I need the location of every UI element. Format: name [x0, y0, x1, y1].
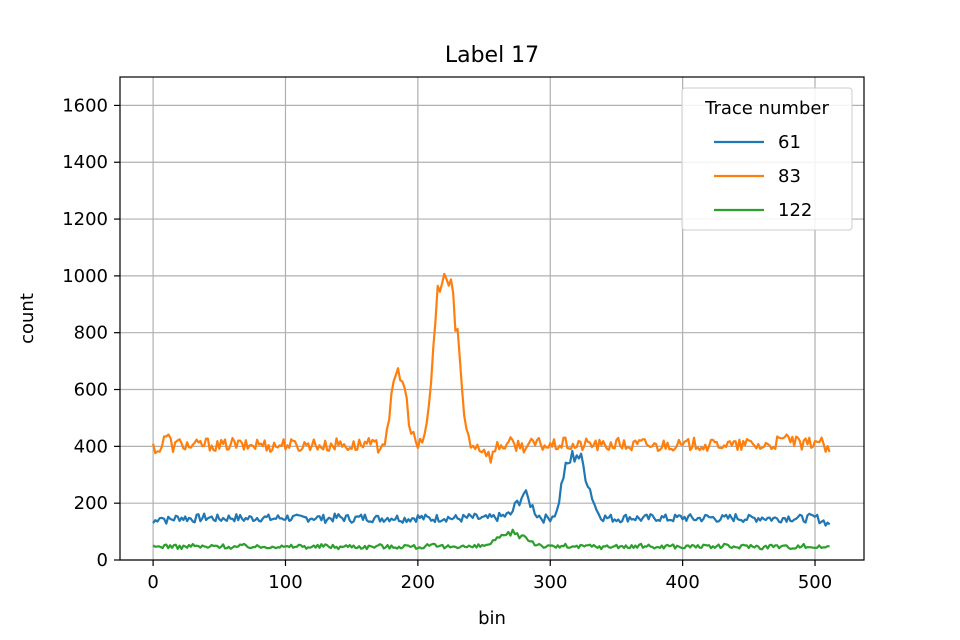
y-tick-label: 1600 — [62, 95, 108, 116]
y-tick-label: 800 — [74, 323, 108, 344]
legend-label-83: 83 — [778, 166, 801, 187]
y-tick-label: 1400 — [62, 152, 108, 173]
y-axis-title: count — [17, 293, 38, 344]
legend-label-122: 122 — [778, 200, 812, 221]
legend-label-61: 61 — [778, 132, 801, 153]
x-tick-label: 200 — [401, 572, 435, 593]
x-tick-label: 0 — [147, 572, 158, 593]
y-tick-label: 0 — [97, 550, 108, 571]
legend: Trace number 61 83 122 — [682, 88, 852, 230]
y-tick-label: 200 — [74, 493, 108, 514]
x-tick-label: 500 — [798, 572, 832, 593]
y-tick-label: 1200 — [62, 209, 108, 230]
x-tick-label: 400 — [665, 572, 699, 593]
x-tick-label: 100 — [268, 572, 302, 593]
x-tick-label: 300 — [533, 572, 567, 593]
x-axis-title: bin — [478, 608, 506, 629]
legend-title: Trace number — [704, 98, 829, 119]
y-tick-label: 600 — [74, 380, 108, 401]
chart-title: Label 17 — [445, 43, 539, 68]
y-tick-label: 400 — [74, 436, 108, 457]
y-tick-label: 1000 — [62, 266, 108, 287]
